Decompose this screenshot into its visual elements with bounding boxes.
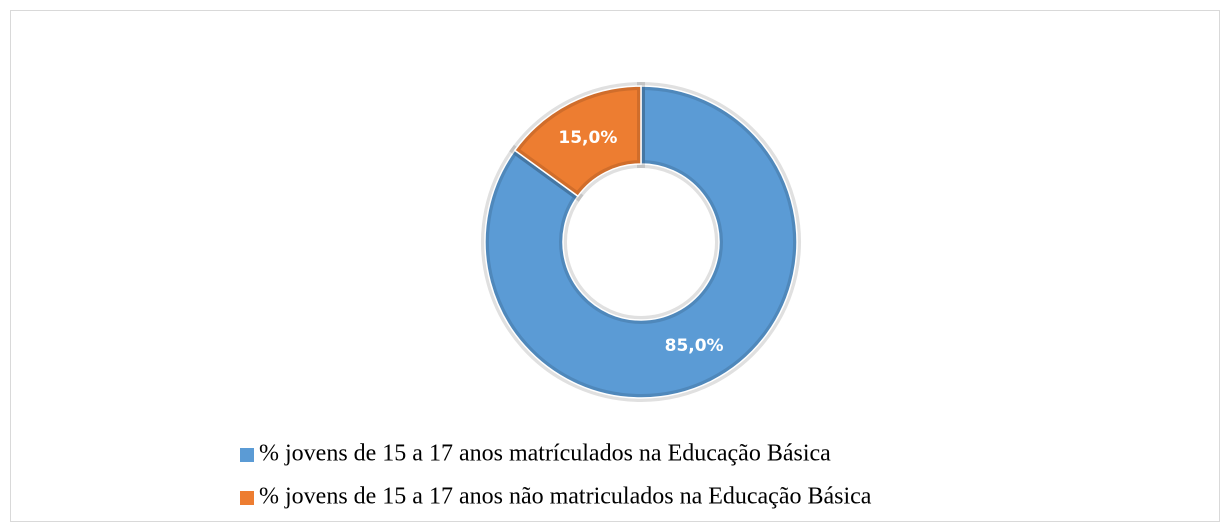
value-label: 85,0% [665, 336, 724, 356]
legend-label: % jovens de 15 a 17 anos não matriculado… [259, 484, 872, 510]
legend-swatch [240, 491, 254, 505]
slice-separator [484, 85, 798, 399]
slice-separator [513, 85, 642, 198]
legend-swatch [240, 448, 254, 462]
legend-label: % jovens de 15 a 17 anos matrículados na… [259, 441, 831, 467]
value-label: 15,0% [558, 128, 617, 148]
